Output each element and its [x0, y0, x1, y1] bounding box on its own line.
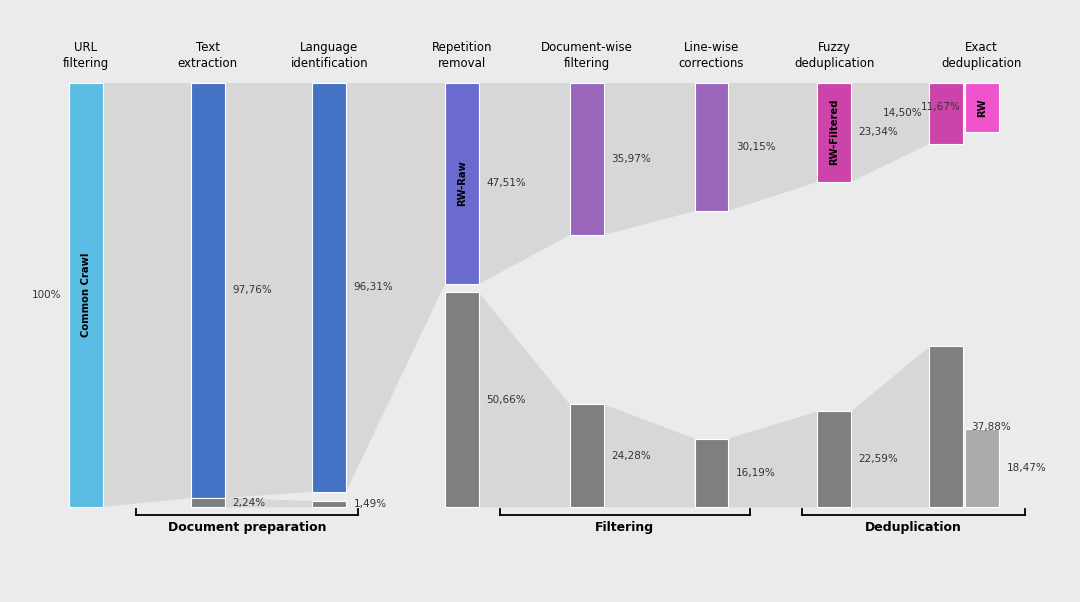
Text: 11,67%: 11,67%	[920, 102, 960, 113]
Text: Document-wise
filtering: Document-wise filtering	[541, 41, 633, 70]
Text: Line-wise
corrections: Line-wise corrections	[678, 41, 744, 70]
Bar	[191, 82, 225, 498]
Text: Document preparation: Document preparation	[167, 521, 326, 534]
Polygon shape	[478, 82, 569, 284]
Text: Language
identification: Language identification	[291, 41, 368, 70]
Text: 1,49%: 1,49%	[354, 499, 387, 509]
Bar	[930, 347, 963, 507]
Polygon shape	[103, 82, 191, 507]
Bar	[312, 501, 347, 507]
Text: RW: RW	[977, 98, 987, 117]
Bar	[966, 429, 999, 507]
Text: 37,88%: 37,88%	[971, 422, 1011, 432]
Text: 35,97%: 35,97%	[611, 154, 650, 164]
Text: 47,51%: 47,51%	[486, 179, 526, 188]
Bar	[930, 82, 963, 144]
Polygon shape	[851, 82, 930, 182]
Bar	[694, 439, 728, 507]
Bar	[445, 82, 478, 284]
Polygon shape	[728, 411, 818, 507]
Bar	[312, 82, 347, 492]
Text: 50,66%: 50,66%	[486, 395, 526, 405]
Polygon shape	[728, 82, 818, 211]
Text: Fuzzy
deduplication: Fuzzy deduplication	[794, 41, 875, 70]
Text: 16,19%: 16,19%	[735, 468, 775, 478]
Polygon shape	[478, 292, 569, 507]
Text: Exact
deduplication: Exact deduplication	[941, 41, 1022, 70]
Text: 24,28%: 24,28%	[611, 451, 650, 461]
Polygon shape	[225, 498, 312, 507]
Text: Filtering: Filtering	[595, 521, 654, 534]
Text: Deduplication: Deduplication	[865, 521, 962, 534]
Text: 22,59%: 22,59%	[859, 455, 899, 464]
Bar	[818, 82, 851, 182]
Bar	[191, 498, 225, 507]
Text: 97,76%: 97,76%	[232, 285, 272, 295]
Text: 2,24%: 2,24%	[232, 498, 265, 507]
Text: 100%: 100%	[32, 290, 62, 300]
Polygon shape	[604, 82, 694, 235]
Polygon shape	[225, 82, 312, 498]
Text: 30,15%: 30,15%	[735, 141, 775, 152]
Polygon shape	[851, 347, 930, 507]
Polygon shape	[347, 82, 445, 492]
Bar	[966, 82, 999, 132]
Bar	[818, 411, 851, 507]
Text: URL
filtering: URL filtering	[63, 41, 109, 70]
Polygon shape	[604, 404, 694, 507]
Bar	[694, 82, 728, 211]
Bar	[569, 82, 604, 235]
Text: 96,31%: 96,31%	[354, 282, 393, 292]
Text: 23,34%: 23,34%	[859, 127, 899, 137]
Text: 14,50%: 14,50%	[882, 108, 922, 119]
Text: Text
extraction: Text extraction	[177, 41, 238, 70]
Text: Common Crawl: Common Crawl	[81, 253, 91, 337]
Text: 18,47%: 18,47%	[1007, 463, 1047, 473]
Bar	[445, 292, 478, 507]
Text: RW-Filtered: RW-Filtered	[829, 99, 839, 166]
Bar	[69, 82, 103, 507]
Text: Repetition
removal: Repetition removal	[431, 41, 491, 70]
Text: RW-Raw: RW-Raw	[457, 161, 467, 206]
Bar	[569, 404, 604, 507]
